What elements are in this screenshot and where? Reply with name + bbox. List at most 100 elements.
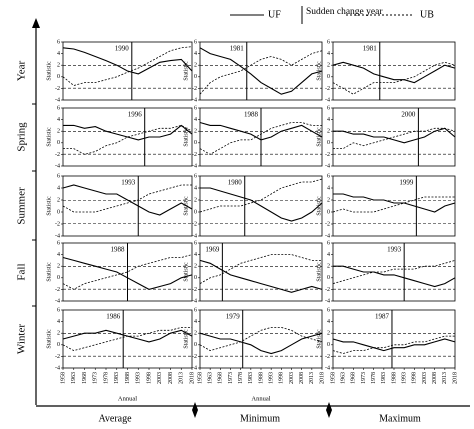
y-axis-label: Statistic (46, 329, 52, 349)
y-tick-label: 4 (194, 117, 197, 123)
y-tick-label: 0 (194, 275, 197, 281)
uf-line (199, 332, 323, 355)
axis-diamond (192, 402, 198, 418)
x-tick-label: 2008 (168, 372, 174, 384)
y-tick-label: -4 (325, 298, 330, 304)
y-tick-label: 2 (57, 331, 60, 337)
y-tick-label: -2 (192, 86, 197, 92)
change-year-label: 1979 (226, 313, 241, 321)
y-tick-label: 2 (57, 63, 60, 69)
y-axis-label: Statistic (316, 329, 322, 349)
change-year-label: 1987 (375, 313, 390, 321)
y-axis-label: Statistic (316, 61, 322, 81)
ub-line (332, 61, 456, 95)
x-tick-label: 1973 (93, 372, 99, 384)
y-tick-label: 4 (57, 319, 60, 325)
change-year-label: 1981 (230, 45, 245, 53)
x-tick-label: 1968 (351, 372, 357, 384)
y-tick-label: 2 (194, 129, 197, 135)
x-tick-label: 1978 (371, 372, 377, 384)
column-label: Maximum (379, 413, 421, 424)
y-tick-label: -4 (192, 233, 197, 239)
y-tick-label: 4 (327, 252, 330, 258)
change-year-label: 1993 (387, 246, 402, 254)
y-tick-label: -4 (55, 233, 60, 239)
y-tick-label: 6 (194, 173, 197, 179)
x-tick-label: 2008 (432, 372, 438, 384)
panel-frame (199, 41, 323, 101)
y-axis-label: Statistic (316, 127, 322, 147)
y-tick-label: 4 (194, 252, 197, 258)
y-tick-label: 2 (194, 264, 197, 270)
y-tick-label: -2 (192, 287, 197, 293)
y-axis-label: Statistic (46, 127, 52, 147)
change-year-label: 1988 (244, 111, 259, 119)
y-tick-label: -4 (192, 163, 197, 169)
uf-line (333, 127, 456, 144)
y-tick-label: 0 (327, 140, 330, 146)
y-tick-label: -4 (55, 97, 60, 103)
y-tick-label: -2 (55, 221, 60, 227)
x-axis-label: Annual (118, 395, 137, 402)
ub-line (332, 335, 455, 354)
y-tick-label: -4 (192, 365, 197, 371)
y-tick-label: 2 (194, 197, 197, 203)
y-tick-label: -2 (192, 354, 197, 360)
y-tick-label: 6 (327, 173, 330, 179)
change-year-label: 1996 (128, 111, 143, 119)
ub-line (199, 50, 323, 95)
row-label: Year (16, 61, 28, 82)
y-tick-label: 0 (327, 74, 330, 80)
y-tick-label: -2 (192, 221, 197, 227)
legend-label: Sudden change year (306, 7, 383, 17)
y-tick-label: -2 (325, 354, 330, 360)
x-tick-label: 1978 (103, 372, 109, 384)
y-tick-label: 0 (194, 209, 197, 215)
change-year-label: 1988 (111, 246, 126, 254)
x-tick-label: 2003 (422, 372, 428, 384)
x-axis-label: Annual (251, 395, 270, 402)
change-year-label: 2000 (401, 111, 416, 119)
x-tick-label: 2013 (309, 372, 315, 384)
y-tick-label: 4 (57, 117, 60, 123)
ub-line (332, 260, 456, 284)
x-tick-label: 1983 (381, 372, 387, 384)
y-tick-label: 2 (327, 129, 330, 135)
y-tick-label: 4 (57, 51, 60, 57)
x-tick-label: 2003 (157, 372, 163, 384)
x-tick-label: 1978 (238, 372, 244, 384)
row-label: Winter (16, 324, 28, 354)
y-tick-label: 6 (194, 39, 197, 45)
uf-line (62, 184, 193, 216)
ub-line (62, 327, 192, 352)
x-tick-label: 1993 (402, 372, 408, 384)
y-tick-label: 4 (327, 185, 330, 191)
y-axis-label: Statistic (46, 262, 52, 282)
change-year-label: 1969 (205, 246, 220, 254)
row-label: Summer (16, 187, 28, 225)
change-year-label: 1981 (363, 45, 378, 53)
y-tick-label: 6 (57, 105, 60, 111)
row-label: Fall (16, 263, 28, 280)
x-tick-label: 1968 (82, 372, 88, 384)
axis-diamond (326, 402, 332, 418)
ub-line (333, 127, 456, 149)
panel-frame (199, 242, 323, 302)
y-tick-label: 6 (327, 105, 330, 111)
uf-line (63, 124, 193, 141)
panel-frame (199, 175, 323, 237)
column-label: Minimum (240, 413, 280, 424)
change-year-label: 1990 (115, 45, 130, 53)
y-tick-label: 6 (327, 39, 330, 45)
y-tick-label: 4 (327, 319, 330, 325)
x-tick-label: 1993 (136, 372, 142, 384)
y-tick-label: 0 (57, 209, 60, 215)
uf-line (199, 47, 323, 95)
uf-line (332, 61, 456, 84)
y-tick-label: 6 (194, 240, 197, 246)
x-tick-label: 1983 (248, 372, 254, 384)
y-tick-label: -4 (55, 298, 60, 304)
change-year-label: 1980 (228, 179, 243, 187)
x-tick-label: 2013 (179, 372, 185, 384)
